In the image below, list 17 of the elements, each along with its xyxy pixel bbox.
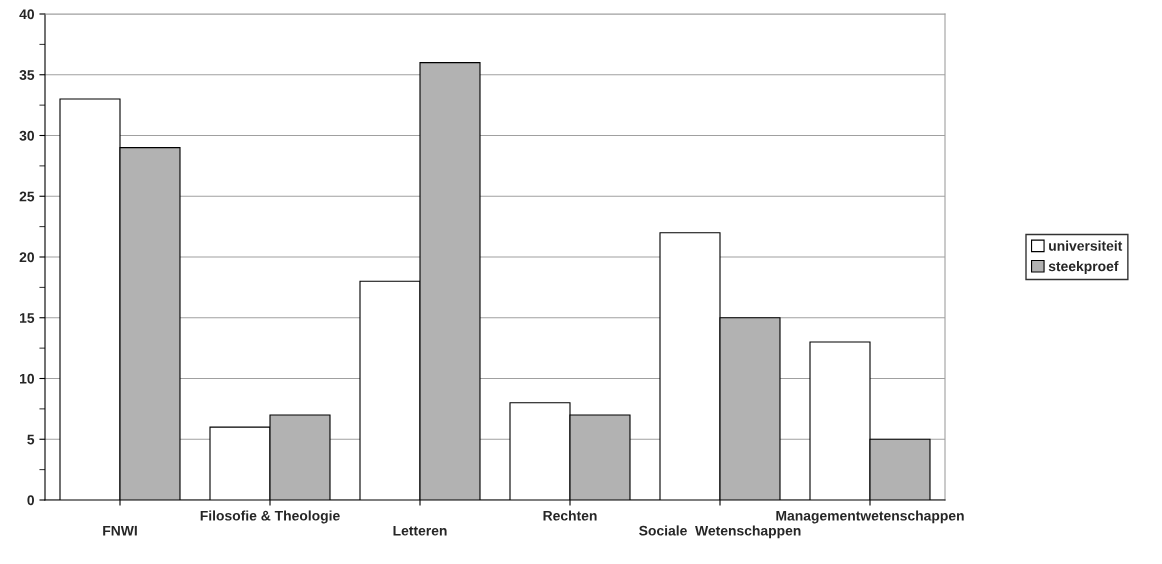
x-tick-label: FNWI bbox=[103, 525, 137, 536]
y-tick-label: 10 bbox=[20, 373, 35, 384]
y-tick-label: 25 bbox=[19, 191, 35, 202]
y-tick-label: 5 bbox=[27, 434, 35, 445]
y-tick-label: 35 bbox=[19, 70, 35, 80]
legend-label: steekproef bbox=[1048, 260, 1119, 274]
y-tick-label: 30 bbox=[19, 130, 35, 141]
y-tick-label: 0 bbox=[27, 495, 35, 506]
y-tick-label: 20 bbox=[19, 252, 35, 263]
x-tick-label: Filosofie & Theologie bbox=[200, 510, 340, 524]
x-tick-label: Sociale Wetenschappen bbox=[639, 525, 801, 539]
x-tick-label: Letteren bbox=[393, 525, 447, 536]
y-tick-label: 40 bbox=[19, 9, 35, 20]
x-tick-label: Rechten bbox=[543, 510, 597, 521]
x-tick-label: Managementwetenschappen bbox=[776, 510, 964, 524]
legend-label: universiteit bbox=[1049, 240, 1123, 251]
y-tick-label: 15 bbox=[20, 313, 35, 323]
